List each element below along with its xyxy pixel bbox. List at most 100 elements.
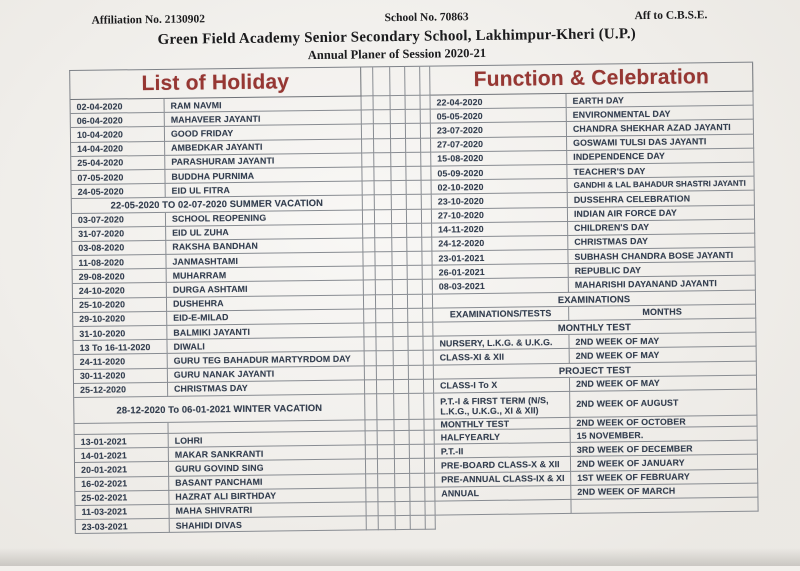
spacer-cell <box>424 393 435 420</box>
spacer-cell <box>424 430 435 445</box>
spacer-cell <box>407 237 423 252</box>
spacer-cell <box>374 195 392 210</box>
spacer-cell <box>407 223 423 238</box>
spacer-cell <box>374 167 392 182</box>
spacer-cell <box>393 308 409 324</box>
empty-area <box>436 514 572 530</box>
spacer-cell <box>407 251 423 267</box>
holiday-date-cell: 30-11-2020 <box>73 368 168 384</box>
spacer-cell <box>377 394 395 421</box>
holiday-date-cell: 14-01-2021 <box>74 447 169 464</box>
spacer-cell <box>421 209 433 224</box>
spacer-cell <box>425 487 436 502</box>
spacer-cell <box>374 152 392 168</box>
spacer-cell <box>365 459 379 474</box>
spacer-cell <box>376 351 394 366</box>
spacer-cell <box>391 152 407 168</box>
spacer-cell <box>366 502 379 517</box>
spacer-cell <box>407 294 424 309</box>
holiday-date-cell: 29-08-2020 <box>72 269 167 285</box>
spacer-cell <box>422 294 434 309</box>
spacer-cell <box>376 323 394 338</box>
spacer-cell <box>407 265 423 281</box>
spacer-cell <box>375 294 394 310</box>
spacer-cell <box>362 153 375 168</box>
spacer-cell <box>374 209 393 224</box>
spacer-cell <box>363 238 376 253</box>
spacer-cell <box>390 124 407 139</box>
holiday-date-cell: 23-03-2021 <box>75 518 170 535</box>
spacer-cell <box>424 458 436 474</box>
exam-month-cell: 2ND WEEK OF AUGUST <box>570 389 758 418</box>
spacer-cell <box>422 251 433 266</box>
spacer-cell <box>363 294 377 310</box>
spacer-cell <box>393 351 409 366</box>
spacer-cell <box>376 308 394 324</box>
spacer-cell <box>410 515 426 531</box>
spacer-cell <box>365 431 378 446</box>
spacer-cell <box>378 473 396 488</box>
holiday-date-cell: 03-07-2020 <box>71 212 167 228</box>
holiday-date-cell: 07-05-2020 <box>71 169 166 186</box>
spacer-cell <box>423 350 434 366</box>
spacer-cell <box>421 166 432 181</box>
holiday-date-cell: 31-10-2020 <box>73 325 168 342</box>
holiday-date-cell: 24-11-2020 <box>73 354 168 370</box>
spacer-cell <box>423 365 434 380</box>
spacer-cell <box>420 95 431 110</box>
spacer-cell <box>394 419 410 432</box>
spacer-cell <box>406 138 422 153</box>
spacer-cell <box>421 194 432 210</box>
spacer-cell <box>374 138 392 154</box>
exam-test-cell: P.T.-I & FIRST TERM (N/S, L.K.G., U.K.G.… <box>434 391 571 420</box>
spacer-cell <box>421 138 432 153</box>
spacer-cell <box>420 66 431 96</box>
spacer-cell <box>420 123 432 139</box>
spacer-cell <box>410 473 426 488</box>
spacer-cell <box>423 379 435 394</box>
spacer-cell <box>394 393 410 421</box>
spacer-cell <box>377 459 396 474</box>
spacer-cell <box>393 365 409 380</box>
spacer-cell <box>406 180 422 196</box>
spacer-cell <box>364 337 377 352</box>
spacer-cell <box>395 487 411 502</box>
spacer-cell <box>362 167 375 182</box>
spacer-cell <box>363 280 376 296</box>
function-table-title: Function & Celebration <box>430 62 754 96</box>
spacer-cell <box>373 67 391 97</box>
spacer-cell <box>376 337 394 352</box>
spacer-cell <box>390 95 406 111</box>
spacer-cell <box>377 420 395 432</box>
spacer-cell <box>393 379 410 395</box>
spacer-cell <box>423 322 434 337</box>
spacer-cell <box>378 516 396 531</box>
spacer-cell <box>394 459 411 474</box>
spacer-cell <box>392 251 408 267</box>
spacer-cell <box>406 166 422 182</box>
school-number: School No. 70863 <box>384 11 469 25</box>
spacer-cell <box>366 473 379 489</box>
spacer-cell <box>378 501 396 517</box>
spacer-cell <box>423 308 434 323</box>
spacer-cell <box>425 473 436 488</box>
spacer-cell <box>362 209 376 225</box>
spacer-cell <box>405 109 421 125</box>
spacer-cell <box>408 379 425 394</box>
spacer-cell <box>392 280 408 295</box>
spacer-cell <box>422 237 433 252</box>
spacer-cell <box>362 181 375 196</box>
holiday-date-cell: 10-04-2020 <box>70 127 166 143</box>
spacer-cell <box>423 336 434 352</box>
spacer-cell <box>363 223 376 239</box>
spacer-cell <box>377 431 395 446</box>
spacer-cell <box>424 419 435 431</box>
spacer-cell <box>405 124 422 139</box>
holiday-date-cell: 24-10-2020 <box>72 283 167 299</box>
spacer-cell <box>409 393 425 420</box>
spacer-cell <box>392 223 408 238</box>
spacer-cell <box>421 180 432 196</box>
holiday-date-cell: 06-04-2020 <box>70 113 165 129</box>
spacer-cell <box>366 487 379 503</box>
